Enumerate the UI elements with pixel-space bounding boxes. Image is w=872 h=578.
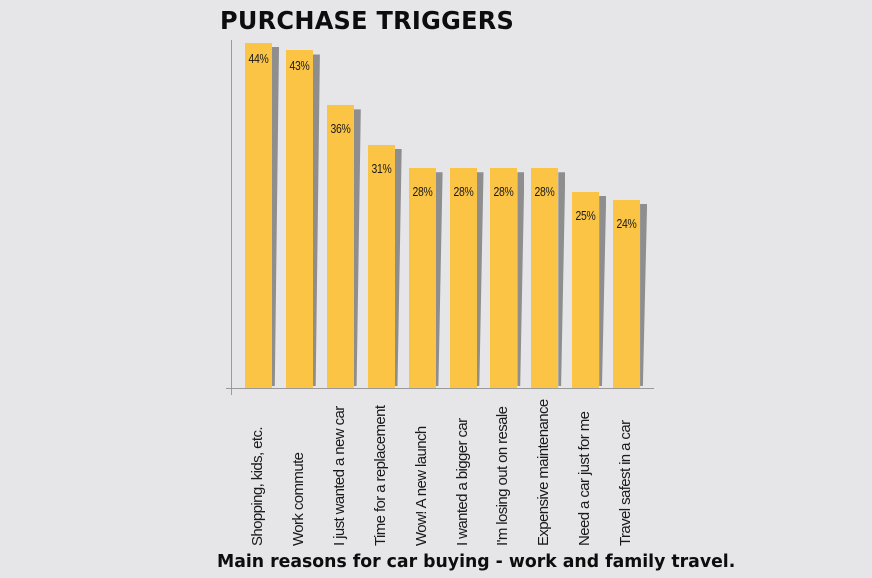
bar-value-label: 44% — [248, 50, 269, 66]
bar-group: 24% — [613, 199, 653, 388]
x-axis-line — [226, 388, 654, 389]
bar-group: 25% — [572, 191, 612, 388]
bar-value-label: 28% — [412, 184, 433, 200]
bar-group: 28% — [449, 168, 490, 388]
bar-shadow — [272, 46, 279, 386]
bar-value-label: 31% — [371, 160, 392, 176]
bar — [245, 42, 272, 388]
bar — [572, 191, 600, 388]
bar-value-label: 24% — [616, 215, 637, 231]
bar — [490, 168, 518, 388]
bar-shadow — [640, 203, 648, 386]
bar-value-label: 36% — [330, 121, 351, 137]
bar-group: 31% — [367, 144, 408, 388]
x-tick-label: Time for a replacement — [371, 405, 389, 546]
bar-group: 43% — [285, 50, 326, 388]
bar — [285, 50, 313, 388]
x-tick-label: Wow! A new launch — [412, 426, 430, 546]
bar — [613, 199, 641, 388]
bar — [531, 168, 559, 388]
x-tick-label: Work commute — [289, 452, 307, 546]
x-tick-label: I just wanted a new car — [330, 406, 348, 546]
x-tick-label: Need a car just for me — [576, 411, 594, 546]
bar-value-label: 43% — [289, 58, 310, 74]
y-axis-line — [231, 40, 232, 395]
bar-shadow — [558, 172, 566, 386]
bar — [408, 168, 436, 388]
bar-value-label: 25% — [575, 207, 596, 223]
bar-group: 44% — [245, 42, 285, 388]
bar-shadow — [599, 195, 607, 386]
bar-value-label: 28% — [452, 184, 474, 200]
bar — [367, 144, 395, 388]
chart-title: PURCHASE TRIGGERS — [220, 6, 515, 35]
bar — [449, 168, 477, 388]
bar-value-label: 28% — [534, 184, 555, 200]
x-tick-label: I'm losing out on resale — [494, 406, 512, 546]
bar-shadow — [476, 172, 484, 386]
bar-group: 36% — [326, 105, 367, 388]
x-tick-label: Shopping, kids, etc. — [249, 427, 266, 546]
bar-shadow — [353, 109, 361, 386]
x-tick-label: Expensive maintenance — [535, 399, 553, 546]
chart-caption: Main reasons for car buying - work and f… — [217, 551, 736, 572]
bar-shadow — [435, 172, 443, 386]
bar-value-label: 28% — [493, 184, 514, 200]
x-tick-label: I wanted a bigger car — [453, 418, 471, 546]
bar — [326, 105, 354, 388]
bar-shadow — [394, 148, 402, 386]
bar-group: 28% — [408, 168, 449, 388]
bar-group: 28% — [531, 168, 571, 388]
bar-group: 28% — [490, 168, 530, 388]
x-tick-label: Travel safest in a car — [617, 420, 635, 546]
bar-shadow — [517, 172, 525, 386]
bar-shadow — [312, 54, 320, 386]
